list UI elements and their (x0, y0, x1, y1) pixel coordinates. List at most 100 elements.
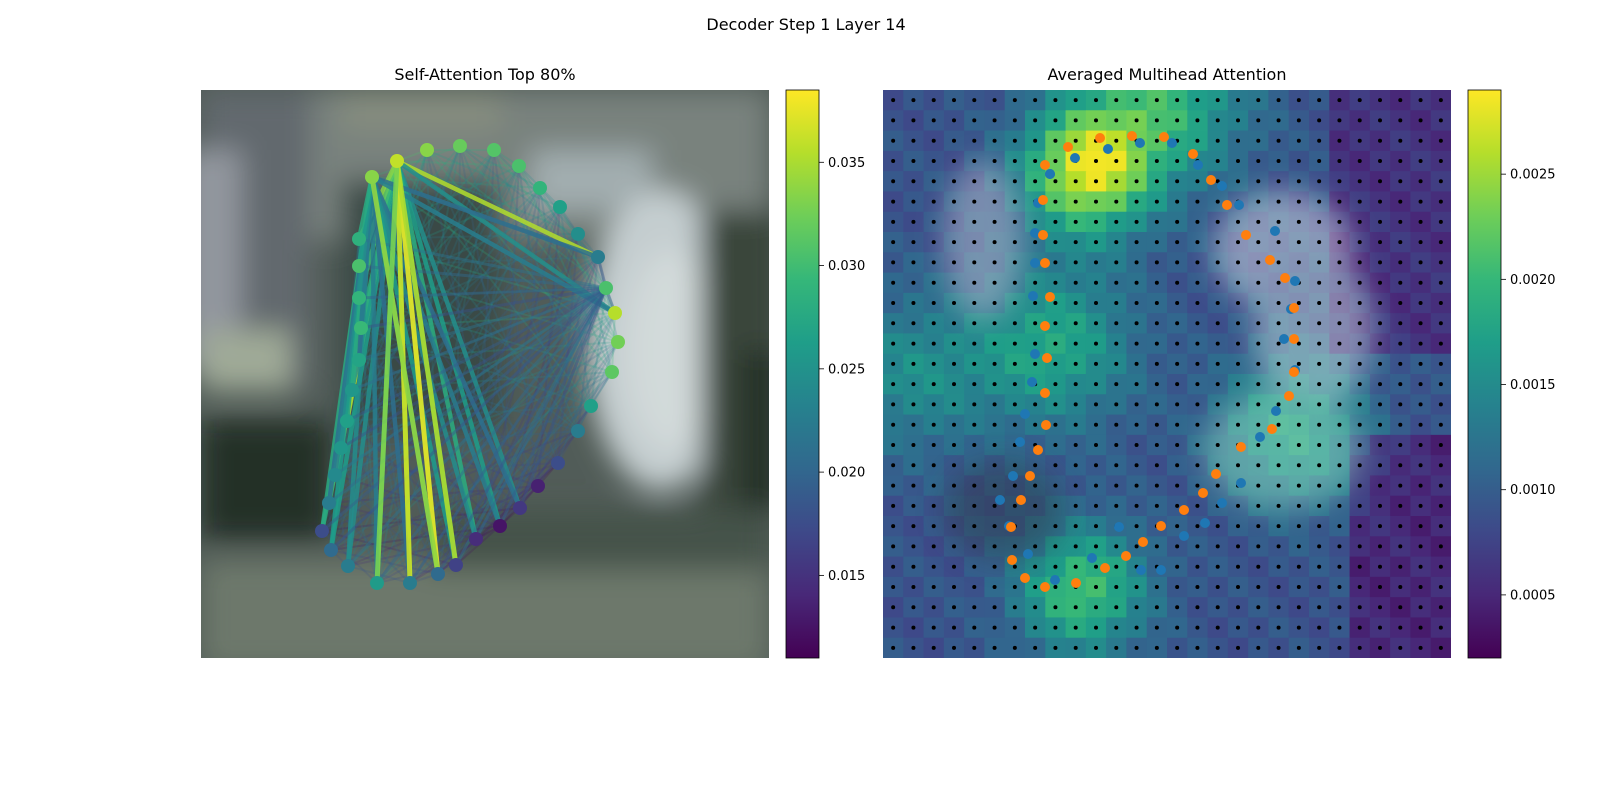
grid-dot (1033, 585, 1038, 589)
orange-series-point (1040, 160, 1050, 170)
grid-dot (1337, 341, 1342, 346)
grid-dot (972, 138, 977, 143)
grid-dot (1134, 625, 1139, 630)
grid-dot (972, 280, 977, 285)
grid-dot (1012, 585, 1017, 589)
grid-dot (992, 524, 997, 529)
grid-dot (1256, 645, 1261, 650)
self-attention-panel: Self-Attention Top 80% (201, 65, 769, 658)
grid-dot (1053, 463, 1058, 468)
attention-edge-strong (394, 158, 523, 511)
grid-dot (1073, 321, 1078, 326)
grid-dot (1378, 544, 1382, 549)
grid-dot (1134, 219, 1139, 224)
keypoint (324, 543, 338, 557)
grid-dot (992, 503, 997, 508)
grid-dot (1215, 544, 1220, 549)
grid-dot (911, 321, 916, 326)
grid-dot (1378, 159, 1382, 163)
grid-dot (1154, 199, 1159, 204)
attention-edge-strong (394, 158, 601, 260)
grid-dot (1114, 585, 1119, 589)
grid-dot (1418, 544, 1423, 549)
grid-dot (1378, 280, 1382, 285)
multihead-colorbar-tick-label: 0.0015 (1510, 378, 1556, 393)
grid-dot (1256, 98, 1261, 103)
keypoint (403, 576, 417, 590)
grid-dot (1134, 585, 1139, 589)
grid-dot (911, 118, 916, 123)
grid-dot (1033, 240, 1038, 245)
attention-edge-faint (459, 145, 619, 343)
grid-dot (1094, 341, 1098, 346)
grid-dot (1418, 260, 1423, 265)
grid-dot (1317, 483, 1322, 488)
grid-dot (931, 341, 936, 346)
attention-edge-faint (577, 256, 599, 432)
grid-dot (1195, 503, 1200, 508)
grid-dot (1114, 280, 1119, 285)
grid-dot (1438, 544, 1443, 549)
grid-dot (1357, 98, 1362, 103)
attention-edge-faint (459, 145, 541, 189)
grid-dot (931, 483, 936, 488)
grid-dot (1175, 422, 1180, 427)
grid-dot (1073, 625, 1078, 630)
blue-series-point (1050, 575, 1060, 585)
grid-dot (1154, 382, 1159, 387)
attention-edge-faint (459, 145, 521, 509)
attention-edge-faint (519, 256, 599, 509)
grid-dot (1094, 361, 1098, 366)
grid-dot (1357, 260, 1362, 265)
grid-dot (992, 321, 997, 326)
attention-edge-faint (351, 287, 607, 391)
grid-dot (891, 544, 896, 549)
grid-dot (1033, 402, 1038, 407)
keypoint (531, 479, 545, 493)
attention-edge-strong (369, 174, 413, 586)
orange-series-point (1138, 537, 1148, 547)
grid-dot (972, 219, 977, 224)
grid-dot (1154, 585, 1159, 589)
grid-dot (1012, 321, 1017, 326)
grid-dot (1236, 98, 1240, 103)
grid-dot (1276, 463, 1281, 468)
attention-edge-faint (396, 160, 592, 407)
grid-dot (1438, 199, 1443, 204)
grid-dot (952, 321, 956, 326)
grid-dot (1357, 199, 1362, 204)
grid-dot (1438, 463, 1443, 468)
orange-series-point (1033, 445, 1043, 455)
grid-dot (1094, 645, 1098, 650)
orange-series-point (1040, 582, 1050, 592)
grid-dot (1114, 361, 1119, 366)
grid-dot (1438, 585, 1443, 589)
grid-dot (1357, 301, 1362, 305)
grid-dot (1296, 402, 1301, 407)
grid-dot (1357, 138, 1362, 143)
orange-series-point (1042, 353, 1052, 363)
attention-edge-faint (493, 149, 539, 487)
grid-dot (972, 605, 977, 610)
grid-dot (931, 98, 936, 103)
attention-edge-faint (328, 502, 411, 584)
grid-dot (1053, 503, 1058, 508)
grid-dot (1398, 605, 1403, 610)
grid-dot (891, 422, 896, 427)
grid-dot (952, 564, 956, 569)
keypoint (487, 143, 501, 157)
grid-dot (1256, 159, 1261, 163)
grid-dot (1114, 179, 1119, 184)
grid-dot (1317, 219, 1322, 224)
grid-dot (1134, 159, 1139, 163)
grid-dot (1154, 260, 1159, 265)
blue-series-point (1270, 226, 1280, 236)
grid-dot (1398, 341, 1403, 346)
grid-dot (891, 503, 896, 508)
keypoint (513, 501, 527, 515)
grid-dot (1094, 321, 1098, 326)
orange-series-point (1265, 255, 1275, 265)
orange-series-point (1289, 334, 1299, 344)
grid-dot (1134, 118, 1139, 123)
grid-dot (1175, 260, 1180, 265)
